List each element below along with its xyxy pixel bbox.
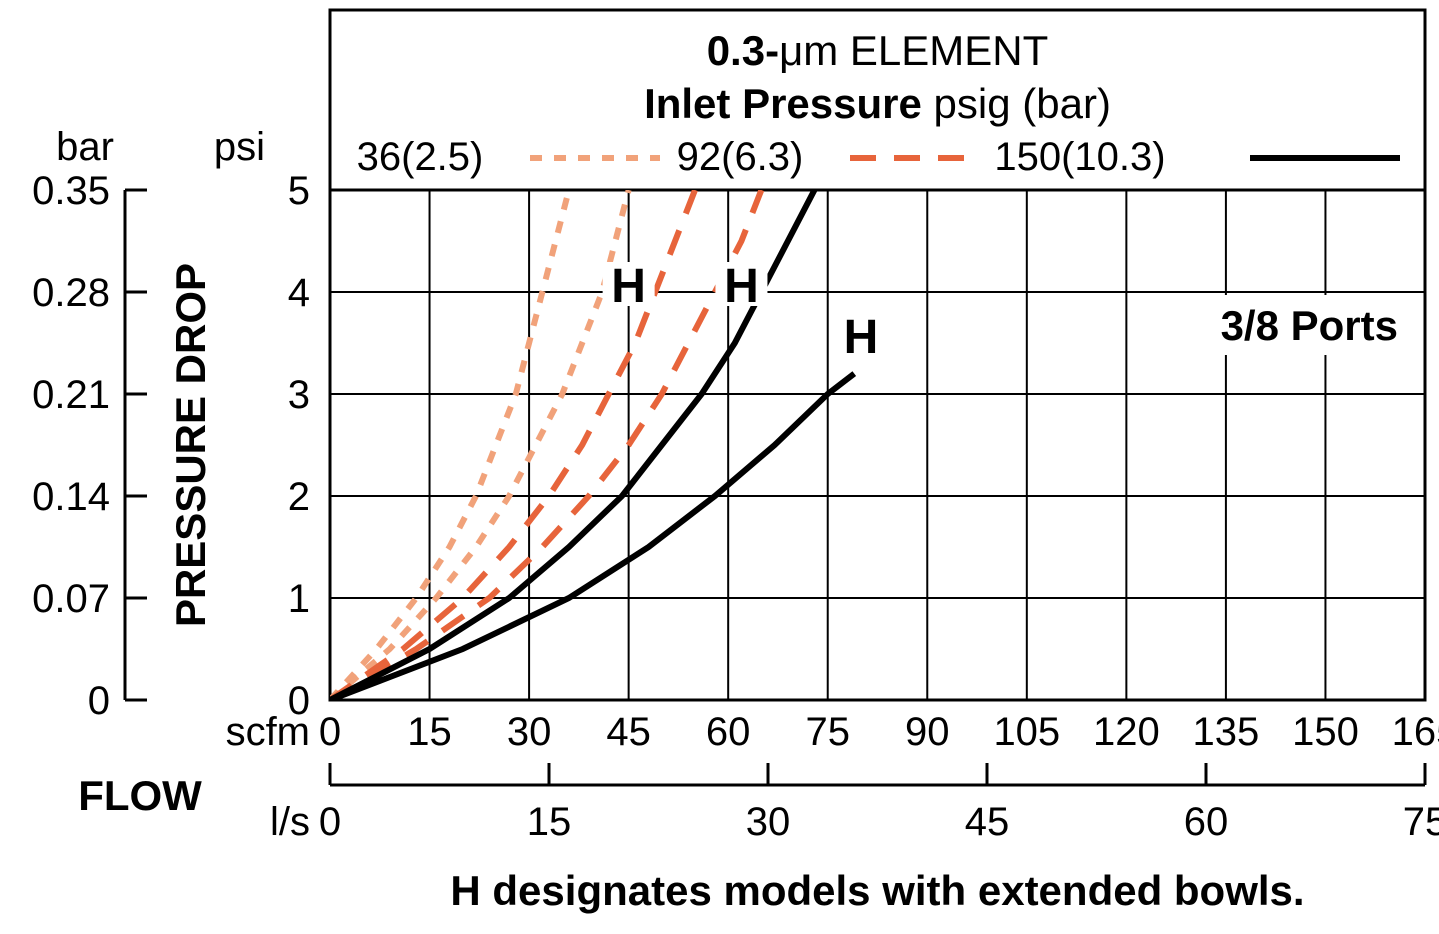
ls-tick: 30	[746, 800, 791, 844]
bar-tick: 0	[88, 679, 110, 723]
scfm-tick: 75	[805, 710, 850, 754]
bar-unit: bar	[56, 125, 114, 169]
ls-unit: l/s	[270, 800, 310, 844]
ls-tick: 60	[1184, 800, 1229, 844]
scfm-tick: 15	[407, 710, 452, 754]
ls-tick: 0	[319, 800, 341, 844]
scfm-tick: 30	[507, 710, 552, 754]
psi-tick: 3	[288, 373, 310, 417]
psi-tick: 4	[288, 271, 310, 315]
plot-area	[330, 190, 1425, 700]
scfm-tick: 135	[1193, 710, 1260, 754]
psi-tick: 5	[288, 169, 310, 213]
psi-unit: psi	[214, 125, 265, 169]
h-mark: H	[611, 260, 646, 313]
h-mark: H	[844, 311, 879, 364]
psi-tick: 1	[288, 577, 310, 621]
chart-container: 0.3-μm ELEMENT Inlet Pressure psig (bar) 3…	[0, 0, 1439, 934]
scfm-tick: 45	[606, 710, 651, 754]
legend-label: 36(2.5)	[357, 135, 484, 179]
scfm-tick: 120	[1093, 710, 1160, 754]
scfm-tick: 0	[319, 710, 341, 754]
footnote: H designates models with extended bowls.	[450, 867, 1304, 914]
h-mark: H	[724, 260, 759, 313]
ls-tick: 15	[527, 800, 572, 844]
scfm-tick: 105	[993, 710, 1060, 754]
scfm-tick: 165	[1392, 710, 1439, 754]
y-axis-label: PRESSURE DROP	[167, 263, 214, 627]
ls-tick: 75	[1403, 800, 1439, 844]
legend-label: 92(6.3)	[677, 135, 804, 179]
chart-title-line1: 0.3-μm ELEMENT	[707, 27, 1049, 74]
ls-tick: 45	[965, 800, 1010, 844]
x-axis-label: FLOW	[78, 772, 202, 819]
legend-label: 150(10.3)	[994, 135, 1165, 179]
ports-label: 3/8 Ports	[1221, 302, 1398, 349]
bar-tick: 0.28	[32, 271, 110, 315]
scfm-tick: 150	[1292, 710, 1359, 754]
scfm-unit: scfm	[226, 710, 310, 754]
scfm-tick: 90	[905, 710, 950, 754]
bar-tick: 0.21	[32, 373, 110, 417]
pressure-drop-chart: 0.3-μm ELEMENT Inlet Pressure psig (bar) 3…	[0, 0, 1439, 934]
chart-title-line2: Inlet Pressure psig (bar)	[644, 80, 1111, 127]
bar-tick: 0.07	[32, 577, 110, 621]
scfm-tick: 60	[706, 710, 751, 754]
bar-tick: 0.35	[32, 169, 110, 213]
psi-tick: 2	[288, 475, 310, 519]
bar-tick: 0.14	[32, 475, 110, 519]
